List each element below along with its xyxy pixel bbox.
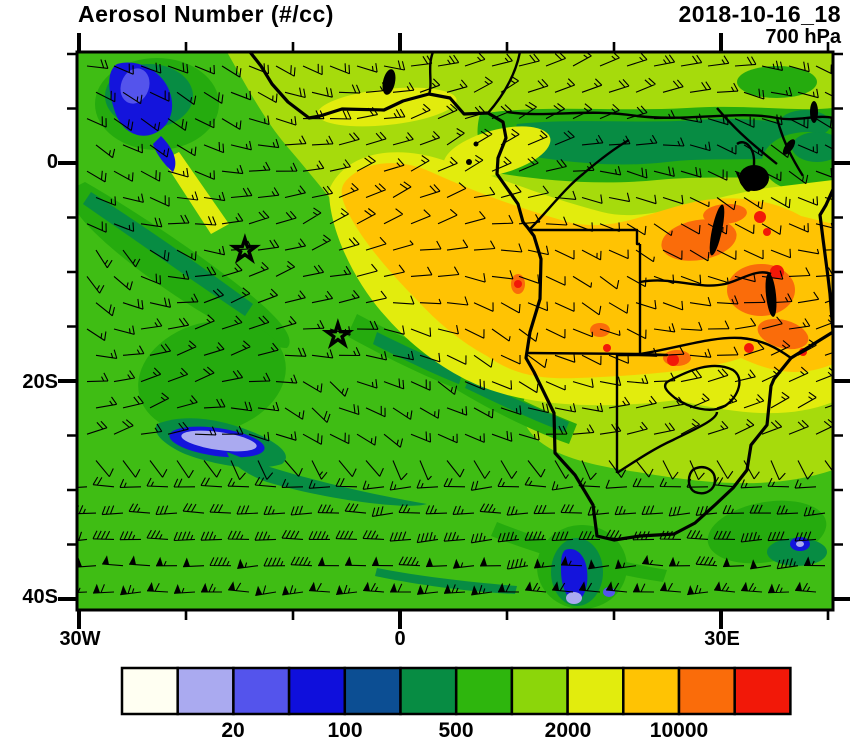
colorbar-label-10000: 10000: [649, 719, 709, 742]
field-region-max: [763, 228, 771, 236]
country-borders: [427, 52, 833, 495]
field-region: [796, 541, 804, 547]
field-region-max: [603, 344, 611, 352]
colorbar-cell: [232, 666, 291, 716]
field-region-max: [754, 211, 766, 223]
colorbar-cell: [454, 666, 514, 716]
field-region: [767, 538, 827, 566]
colorbar-cell: [120, 666, 179, 716]
field-region: [515, 118, 817, 165]
minor-ticks: [67, 42, 843, 620]
y-tick-label-20s: 20S: [22, 371, 58, 393]
x-tick-label-30w: 30W: [59, 628, 101, 650]
coastline: [248, 52, 833, 542]
x-tick-label-0: 0: [394, 628, 406, 650]
colorbar-label-2000: 2000: [544, 719, 592, 742]
plot-frame: [75, 50, 835, 612]
field-region: [590, 323, 610, 337]
x-tick-label-30e: 30E: [704, 628, 740, 650]
field-region: [443, 126, 551, 178]
pressure-level-label: 700 hPa: [765, 26, 841, 48]
island-dot: [466, 159, 472, 165]
y-tick-label-0: 0: [46, 151, 58, 173]
star-marker: [228, 233, 261, 264]
colorbar-cell: [622, 666, 681, 716]
colorbar-cell: [287, 666, 347, 716]
axis-ticks: [58, 33, 850, 629]
star-marker: [321, 318, 355, 349]
colorbar-label-20: 20: [221, 719, 245, 742]
colorbar-cell: [566, 666, 625, 716]
field-region: [703, 203, 747, 225]
colorbar-cell: [510, 666, 569, 716]
colorbar-cell: [343, 666, 402, 716]
colorbar-cell: [733, 666, 792, 716]
field-region-max: [667, 354, 679, 366]
plot-title: Aerosol Number (#/cc): [78, 1, 334, 27]
colorbar-cell: [677, 666, 736, 716]
field-region: [737, 66, 817, 98]
field-region-max: [770, 265, 784, 279]
field-region: [138, 320, 286, 434]
field-region: [181, 430, 257, 452]
colorbar-cell: [176, 666, 235, 716]
datetime-label: 2018-10-16_18: [678, 1, 841, 27]
lakes: [382, 69, 818, 317]
major-ticks: [58, 33, 850, 629]
colorbar-label-100: 100: [327, 719, 363, 742]
field-region-max: [744, 343, 754, 353]
field-region: [83, 192, 253, 316]
star-markers: [228, 233, 355, 349]
field-region: [566, 592, 582, 604]
colorbar-label-500: 500: [438, 719, 474, 742]
colorbar: [120, 666, 792, 716]
field-region: [465, 378, 569, 432]
y-tick-label-40s: 40S: [22, 586, 58, 608]
colorbar-cell: [399, 666, 458, 716]
field-region-max: [514, 280, 522, 288]
aerosol-field: [77, 52, 833, 610]
field-region: [792, 132, 833, 162]
